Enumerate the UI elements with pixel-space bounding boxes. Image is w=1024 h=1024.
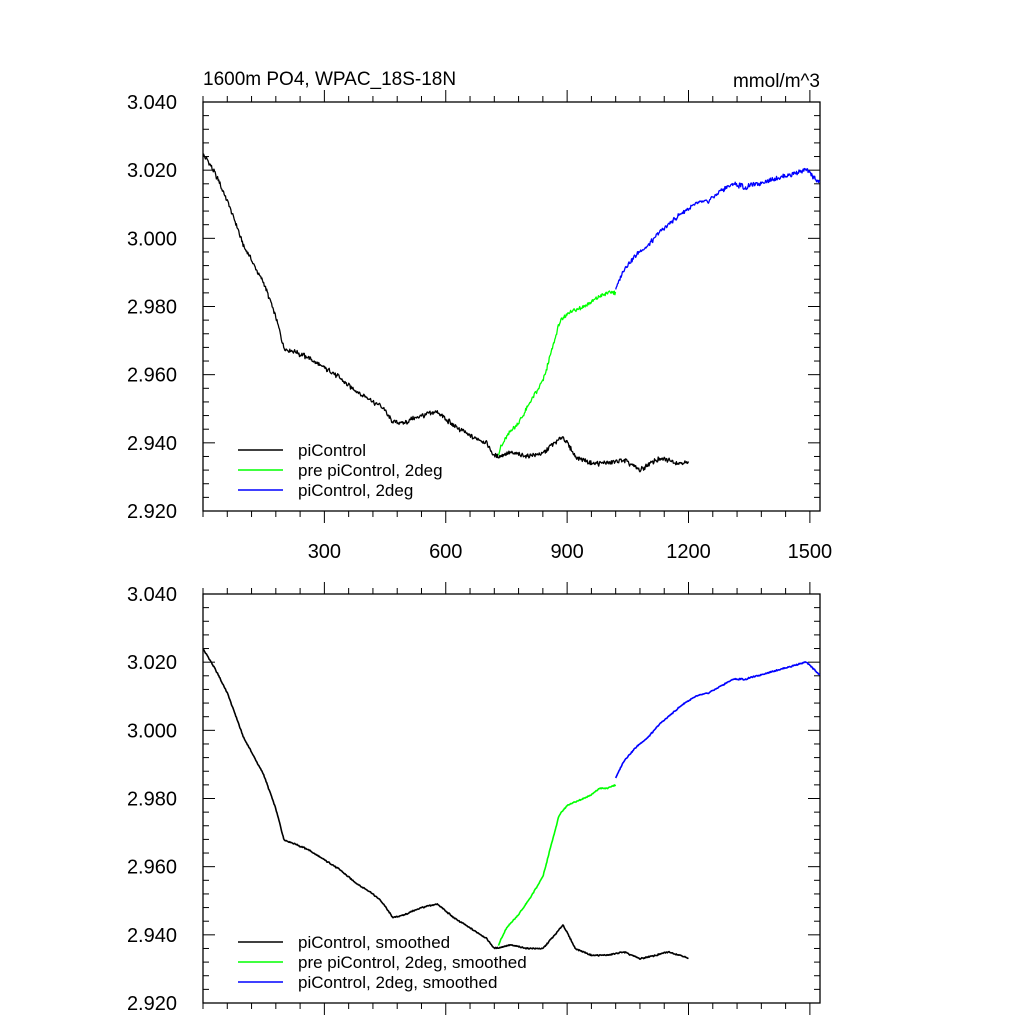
x-tick-label: 900 [550, 541, 583, 563]
y-tick-label: 2.960 [127, 365, 177, 387]
y-tick-label: 2.980 [127, 789, 177, 811]
legend-label: piControl [298, 441, 366, 460]
y-tick-label: 3.040 [127, 92, 177, 114]
series-line-picontrol-2deg-smoothed [614, 661, 821, 779]
y-tick-label: 2.940 [127, 433, 177, 455]
legend-label: piControl, 2deg [298, 481, 413, 500]
y-tick-label: 3.000 [127, 228, 177, 250]
series-line-picontrol-smoothed [202, 648, 689, 960]
series-line-pre-picontrol-2deg [497, 290, 617, 456]
legend-label: pre piControl, 2deg, smoothed [298, 953, 527, 972]
series-line-picontrol [202, 153, 690, 473]
x-tick-label: 1500 [788, 541, 833, 563]
y-tick-label: 2.920 [127, 993, 177, 1015]
top-plot-panel: 2.920 2.940 2.960 2.980 3.000 3.020 3.040 300 60… [127, 90, 832, 563]
y-tick-label: 2.980 [127, 297, 177, 319]
legend-label: piControl, 2deg, smoothed [298, 973, 497, 992]
y-tick-label: 3.040 [127, 584, 177, 606]
y-tick-label: 2.920 [127, 501, 177, 523]
legend-label: piControl, smoothed [298, 933, 450, 952]
y-tick-label: 2.940 [127, 925, 177, 947]
plot-frame [202, 101, 821, 512]
y-tick-label: 3.020 [127, 652, 177, 674]
x-tick-label: 300 [308, 541, 341, 563]
x-tick-label: 600 [429, 541, 462, 563]
series-line-pre-picontrol-2deg-smoothed [497, 784, 617, 946]
y-tick-label: 3.000 [127, 720, 177, 742]
series-line-picontrol-2deg [615, 167, 821, 290]
plot-frame [202, 593, 821, 1004]
x-tick-label: 1200 [666, 541, 711, 563]
legend-label: pre piControl, 2deg [298, 461, 443, 480]
chart-title: 1600m PO4, WPAC_18S-18N [203, 69, 456, 90]
bottom-plot-panel: 2.920 2.940 2.960 2.980 3.000 3.020 3.040 piCon… [127, 582, 821, 1015]
chart-units: mmol/m^3 [733, 71, 820, 92]
y-tick-label: 3.020 [127, 160, 177, 182]
y-tick-label: 2.960 [127, 857, 177, 879]
